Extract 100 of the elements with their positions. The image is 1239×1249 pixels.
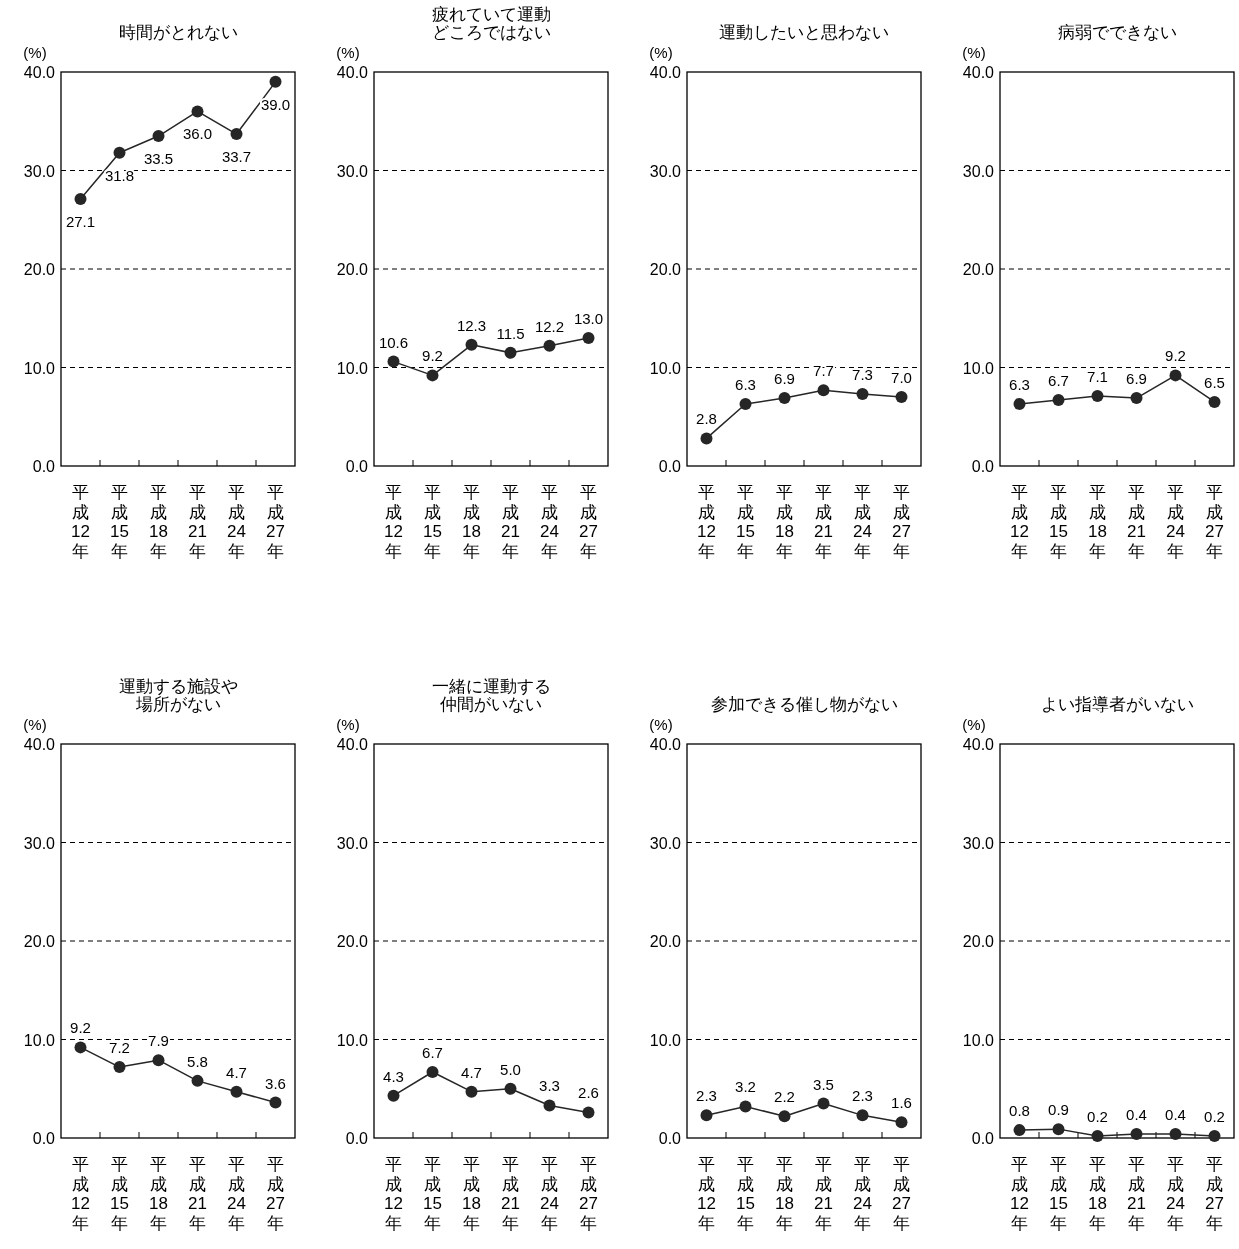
x-tick-label: 平成21年 xyxy=(501,1155,520,1233)
point xyxy=(1052,394,1065,407)
x-tick-label: 平成21年 xyxy=(1127,483,1146,561)
y-tick-label: 40.0 xyxy=(962,736,995,753)
x-tick-label: 平成15年 xyxy=(423,483,442,561)
chart-title: 時間がとれない xyxy=(118,23,238,42)
data-label: 31.8 xyxy=(104,166,135,184)
y-tick-label: 10.0 xyxy=(23,1031,56,1049)
x-tick-label: 平成27年 xyxy=(1205,1155,1224,1233)
point xyxy=(1013,397,1026,410)
data-label: 0.2 xyxy=(1087,1108,1108,1126)
data-label: 3.5 xyxy=(813,1075,834,1093)
x-tick-label: 平成24年 xyxy=(540,483,559,561)
x-tick-label: 平成18年 xyxy=(775,1155,794,1233)
y-tick-label: 30.0 xyxy=(962,162,995,180)
x-tick-label: 平成15年 xyxy=(736,1155,755,1233)
point xyxy=(582,331,595,344)
point xyxy=(426,369,439,382)
x-tick-label: 平成18年 xyxy=(1088,1155,1107,1233)
x-tick-label: 平成12年 xyxy=(384,483,403,561)
y-tick-label: 40.0 xyxy=(23,64,56,81)
x-tick-label: 平成24年 xyxy=(227,483,246,561)
data-label: 0.9 xyxy=(1048,1101,1069,1119)
point xyxy=(191,1074,204,1087)
point xyxy=(113,146,126,159)
x-tick-label: 平成24年 xyxy=(1166,483,1185,561)
point xyxy=(1208,395,1221,408)
x-tick-label: 平成12年 xyxy=(1010,483,1029,561)
y-tick-label: 10.0 xyxy=(962,359,995,377)
data-label: 6.9 xyxy=(1126,370,1147,388)
x-tick-label: 平成24年 xyxy=(227,1155,246,1233)
y-tick-label: 0.0 xyxy=(32,1130,56,1147)
x-tick-label: 平成27年 xyxy=(892,483,911,561)
x-tick-label: 平成24年 xyxy=(853,1155,872,1233)
data-label: 2.3 xyxy=(852,1087,873,1105)
data-label: 6.9 xyxy=(774,370,795,388)
point xyxy=(387,1089,400,1102)
chart-title: 病弱でできない xyxy=(1057,23,1177,42)
data-label: 27.1 xyxy=(65,213,96,231)
data-label: 33.5 xyxy=(143,150,174,168)
data-label: 6.5 xyxy=(1204,373,1225,391)
y-tick-label: 30.0 xyxy=(649,834,682,852)
data-label: 0.2 xyxy=(1204,1108,1225,1126)
y-tick-label: 0.0 xyxy=(345,1130,369,1147)
x-tick-label: 平成15年 xyxy=(110,1155,129,1233)
x-tick-label: 平成15年 xyxy=(110,483,129,561)
data-label: 6.7 xyxy=(422,1044,443,1062)
data-label: 7.3 xyxy=(852,366,873,384)
chart-title: 一緒に運動する仲間がいない xyxy=(431,677,551,714)
y-tick-label: 20.0 xyxy=(23,933,56,950)
point xyxy=(504,1082,517,1095)
point xyxy=(465,1085,478,1098)
y-tick-label: 10.0 xyxy=(336,359,369,377)
y-tick-label: 0.0 xyxy=(658,1130,682,1147)
point xyxy=(230,128,243,141)
y-tick-label: 20.0 xyxy=(962,933,995,950)
y-tick-label: 40.0 xyxy=(336,736,369,753)
data-label: 7.0 xyxy=(891,369,912,387)
y-axis-title: (%) xyxy=(23,716,47,733)
x-tick-label: 平成27年 xyxy=(1205,483,1224,561)
y-tick-label: 40.0 xyxy=(336,64,369,81)
x-tick-label: 平成12年 xyxy=(71,483,90,561)
x-tick-label: 平成27年 xyxy=(266,483,285,561)
y-tick-label: 40.0 xyxy=(649,64,682,81)
x-tick-label: 平成21年 xyxy=(814,483,833,561)
data-label: 1.6 xyxy=(891,1094,912,1112)
data-label: 36.0 xyxy=(182,125,213,143)
x-tick-label: 平成12年 xyxy=(697,1155,716,1233)
data-label: 2.3 xyxy=(696,1087,717,1105)
y-tick-label: 40.0 xyxy=(23,736,56,753)
y-axis-title: (%) xyxy=(23,44,47,61)
data-label: 10.6 xyxy=(378,333,409,351)
data-label: 4.7 xyxy=(461,1063,482,1081)
data-label: 12.3 xyxy=(456,316,487,334)
y-tick-label: 30.0 xyxy=(649,162,682,180)
x-tick-label: 平成21年 xyxy=(188,1155,207,1233)
data-label: 7.2 xyxy=(109,1039,130,1057)
data-label: 6.3 xyxy=(1009,375,1030,393)
y-axis-title: (%) xyxy=(336,716,360,733)
point xyxy=(426,1066,439,1079)
point xyxy=(152,130,165,143)
x-tick-label: 平成18年 xyxy=(462,483,481,561)
point xyxy=(465,338,478,351)
y-tick-label: 20.0 xyxy=(336,933,369,950)
y-tick-label: 10.0 xyxy=(336,1031,369,1049)
x-tick-label: 平成21年 xyxy=(1127,1155,1146,1233)
y-axis-title: (%) xyxy=(962,44,986,61)
x-tick-label: 平成24年 xyxy=(1166,1155,1185,1233)
y-tick-label: 20.0 xyxy=(649,933,682,950)
x-tick-label: 平成12年 xyxy=(384,1155,403,1233)
x-tick-label: 平成24年 xyxy=(853,483,872,561)
chart-title: 疲れていて運動どころではない xyxy=(431,5,551,42)
data-label: 0.8 xyxy=(1009,1102,1030,1120)
x-tick-label: 平成18年 xyxy=(1088,483,1107,561)
x-tick-label: 平成15年 xyxy=(1049,483,1068,561)
y-tick-label: 20.0 xyxy=(23,261,56,278)
y-tick-label: 20.0 xyxy=(962,261,995,278)
point xyxy=(1091,390,1104,403)
y-tick-label: 0.0 xyxy=(971,458,995,475)
y-tick-label: 20.0 xyxy=(336,261,369,278)
